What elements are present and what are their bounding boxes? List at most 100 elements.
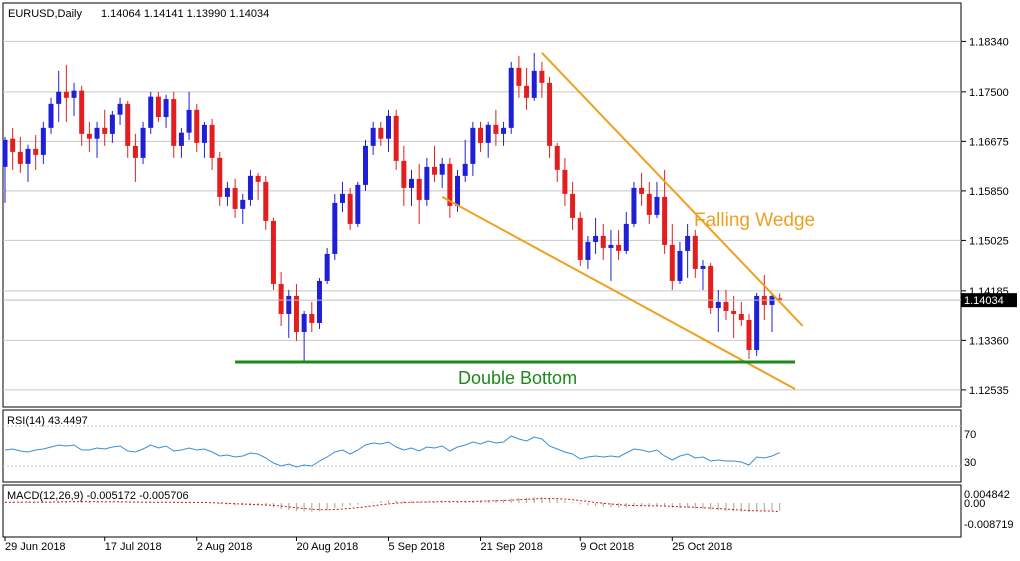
candle[interactable] bbox=[723, 289, 729, 320]
candle[interactable] bbox=[270, 217, 276, 290]
candle[interactable] bbox=[48, 97, 54, 134]
candle[interactable] bbox=[554, 142, 560, 182]
candle[interactable] bbox=[401, 145, 407, 206]
candle[interactable] bbox=[631, 181, 637, 227]
candle[interactable] bbox=[94, 121, 100, 158]
candle[interactable] bbox=[332, 193, 338, 260]
candle[interactable] bbox=[217, 151, 223, 206]
candle[interactable] bbox=[462, 139, 468, 182]
candle[interactable] bbox=[125, 100, 131, 158]
candle[interactable] bbox=[516, 55, 522, 98]
candle[interactable] bbox=[432, 145, 438, 182]
candle[interactable] bbox=[608, 229, 614, 281]
candle[interactable] bbox=[10, 127, 16, 170]
candle[interactable] bbox=[109, 111, 115, 143]
candle[interactable] bbox=[662, 169, 668, 254]
candle[interactable] bbox=[570, 181, 576, 230]
candle[interactable] bbox=[301, 310, 307, 361]
candle[interactable] bbox=[355, 181, 361, 227]
candle[interactable] bbox=[132, 133, 138, 182]
candle[interactable] bbox=[25, 144, 31, 182]
candle[interactable] bbox=[56, 70, 62, 122]
candle[interactable] bbox=[416, 163, 422, 224]
candle[interactable] bbox=[33, 135, 39, 170]
candle[interactable] bbox=[186, 91, 192, 140]
candle[interactable] bbox=[493, 109, 499, 146]
candle[interactable] bbox=[478, 121, 484, 152]
candle[interactable] bbox=[531, 52, 537, 101]
candle[interactable] bbox=[654, 181, 660, 218]
candle[interactable] bbox=[362, 139, 368, 191]
candle[interactable] bbox=[738, 301, 744, 326]
candle[interactable] bbox=[247, 169, 253, 206]
candle[interactable] bbox=[585, 235, 591, 269]
candle[interactable] bbox=[201, 121, 207, 158]
candle[interactable] bbox=[194, 103, 200, 152]
candle[interactable] bbox=[439, 157, 445, 188]
candle[interactable] bbox=[232, 178, 238, 218]
candle[interactable] bbox=[224, 181, 230, 206]
candle[interactable] bbox=[71, 82, 77, 116]
candle[interactable] bbox=[424, 157, 430, 206]
candle[interactable] bbox=[754, 292, 760, 356]
candle[interactable] bbox=[700, 259, 706, 290]
candle[interactable] bbox=[646, 181, 652, 224]
candle[interactable] bbox=[524, 67, 530, 110]
candle[interactable] bbox=[140, 121, 146, 164]
candle[interactable] bbox=[409, 169, 415, 206]
candle[interactable] bbox=[347, 187, 353, 230]
candle[interactable] bbox=[577, 211, 583, 266]
candle[interactable] bbox=[309, 301, 315, 332]
candle[interactable] bbox=[547, 76, 553, 158]
candle[interactable] bbox=[746, 313, 752, 359]
candle[interactable] bbox=[393, 109, 399, 170]
wedge-upper-line[interactable] bbox=[541, 52, 804, 327]
candle[interactable] bbox=[117, 97, 123, 125]
candle[interactable] bbox=[293, 283, 299, 341]
candle[interactable] bbox=[102, 109, 108, 146]
candle[interactable] bbox=[163, 94, 169, 128]
candle[interactable] bbox=[86, 121, 92, 152]
candle[interactable] bbox=[155, 91, 161, 122]
candle[interactable] bbox=[715, 289, 721, 332]
candle[interactable] bbox=[470, 121, 476, 176]
candle[interactable] bbox=[209, 118, 215, 170]
candle[interactable] bbox=[485, 121, 491, 158]
candle[interactable] bbox=[255, 172, 261, 200]
candle[interactable] bbox=[692, 229, 698, 278]
candle[interactable] bbox=[263, 175, 269, 230]
candle[interactable] bbox=[623, 211, 629, 254]
candle[interactable] bbox=[593, 217, 599, 254]
candle[interactable] bbox=[324, 247, 330, 284]
candle[interactable] bbox=[17, 136, 23, 173]
candle[interactable] bbox=[685, 223, 691, 278]
candle[interactable] bbox=[508, 61, 514, 134]
candle[interactable] bbox=[63, 64, 69, 122]
candle[interactable] bbox=[79, 85, 85, 146]
candle[interactable] bbox=[370, 121, 376, 155]
candle[interactable] bbox=[286, 289, 292, 338]
candle[interactable] bbox=[178, 127, 184, 158]
candle[interactable] bbox=[501, 121, 507, 146]
candle[interactable] bbox=[148, 91, 154, 134]
candles[interactable] bbox=[2, 52, 783, 361]
candle[interactable] bbox=[669, 223, 675, 290]
candle[interactable] bbox=[600, 223, 606, 260]
candle[interactable] bbox=[386, 109, 391, 152]
wedge-lower-line[interactable] bbox=[441, 196, 796, 390]
candle[interactable] bbox=[708, 262, 714, 314]
candle[interactable] bbox=[339, 181, 345, 212]
candle[interactable] bbox=[616, 229, 622, 260]
candle[interactable] bbox=[278, 271, 284, 326]
candle[interactable] bbox=[677, 241, 683, 284]
candle[interactable] bbox=[171, 91, 177, 158]
candle[interactable] bbox=[639, 172, 645, 206]
candle[interactable] bbox=[562, 157, 568, 206]
candle[interactable] bbox=[2, 136, 8, 203]
candle[interactable] bbox=[447, 157, 453, 218]
candle[interactable] bbox=[240, 193, 246, 224]
candle[interactable] bbox=[378, 121, 384, 146]
candle[interactable] bbox=[539, 61, 545, 98]
candle[interactable] bbox=[731, 295, 737, 338]
candle[interactable] bbox=[316, 277, 322, 329]
